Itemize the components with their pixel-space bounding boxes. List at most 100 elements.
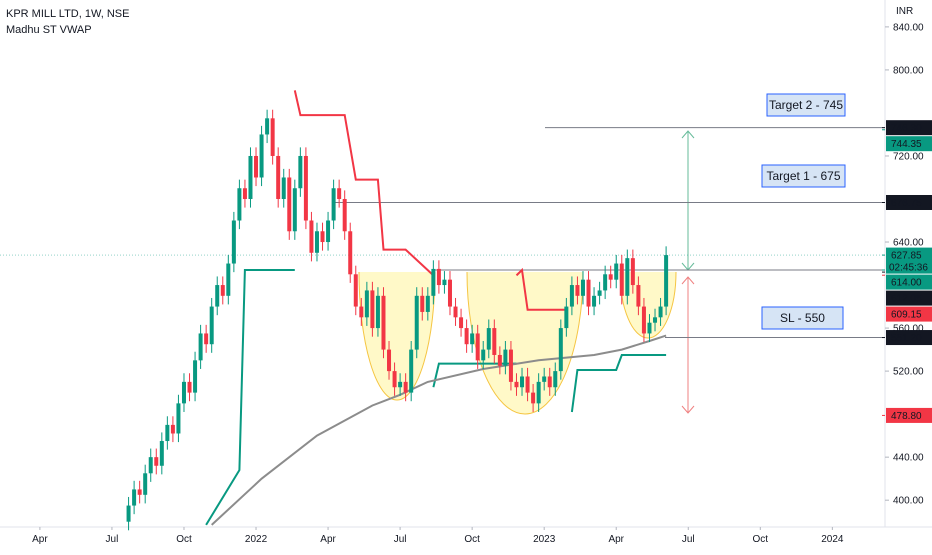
- candle-body: [542, 376, 547, 382]
- candle-body: [647, 322, 652, 334]
- candle-body: [608, 274, 613, 280]
- candle-body: [270, 118, 275, 156]
- candle-body: [248, 155, 253, 199]
- x-tick-label: Oct: [753, 534, 769, 545]
- annotation-box: [761, 306, 844, 330]
- candle-body: [348, 231, 353, 275]
- price-label: 551.20: [891, 333, 922, 344]
- price-label: 746.30: [891, 123, 922, 134]
- candle-body: [181, 381, 186, 404]
- annotation-text: Target 1 - 675: [766, 169, 840, 183]
- candle-body: [492, 328, 497, 355]
- candle-body: [447, 279, 452, 307]
- candle-body: [148, 457, 153, 474]
- candle-body: [353, 274, 358, 307]
- candle-body: [375, 295, 380, 329]
- candle-body: [508, 349, 513, 382]
- candle-body: [298, 155, 303, 189]
- candle-body: [326, 220, 331, 243]
- price-label-bg: [886, 306, 932, 322]
- price-label: 614.00: [891, 278, 922, 289]
- candle-body: [564, 306, 569, 329]
- candle-body: [636, 285, 641, 307]
- x-tick-label: 2022: [245, 534, 268, 545]
- candle-body: [154, 457, 159, 466]
- candle-body: [664, 255, 669, 307]
- currency: INR: [896, 6, 913, 17]
- x-tick-label: Jul: [394, 534, 407, 545]
- candle-body: [592, 295, 597, 307]
- candle-body: [265, 118, 270, 135]
- candle-body: [603, 274, 608, 291]
- price-label-bg: [886, 194, 932, 210]
- candle-body: [641, 306, 646, 334]
- candle-body: [531, 392, 536, 404]
- candle-body: [425, 295, 430, 312]
- target-arrow: [681, 130, 695, 271]
- price-label: 478.80: [891, 411, 922, 422]
- candle-body: [309, 220, 314, 253]
- price-label: 744.35: [891, 139, 922, 150]
- annotation-box: [766, 93, 846, 117]
- candle-body: [159, 441, 164, 466]
- candle-body: [459, 317, 464, 329]
- x-tick-label: 2023: [533, 534, 556, 545]
- x-tick-label: Jul: [682, 534, 695, 545]
- price-label-bg: [886, 290, 932, 306]
- candle-body: [237, 188, 242, 221]
- candle-body: [204, 333, 209, 345]
- candle-body: [364, 290, 369, 318]
- indicator-line: [211, 334, 667, 526]
- price-label: 609.15: [891, 310, 922, 321]
- candle-body: [547, 376, 552, 388]
- y-tick-label: 440.00: [893, 453, 924, 464]
- y-tick-label: 640.00: [893, 238, 924, 249]
- candle-body: [359, 306, 364, 318]
- cup-shape: [358, 272, 436, 401]
- y-tick-label: 800.00: [893, 65, 924, 76]
- indicator-name: Madhu ST VWAP: [6, 24, 92, 36]
- countdown: 02:45:36: [889, 263, 928, 274]
- candle-body: [231, 220, 236, 264]
- candle-body: [553, 371, 558, 388]
- candle-body: [198, 333, 203, 361]
- candle-body: [137, 489, 142, 495]
- x-tick-label: Oct: [464, 534, 480, 545]
- candle-body: [453, 306, 458, 318]
- candle-body: [619, 263, 624, 296]
- candle-body: [226, 263, 231, 296]
- candle-body: [420, 295, 425, 312]
- candle-body: [170, 424, 175, 434]
- price-label: 676.75: [891, 198, 922, 209]
- candle-body: [165, 424, 170, 442]
- annotation-text: Target 2 - 745: [769, 98, 843, 112]
- x-tick-label: Apr: [320, 534, 336, 545]
- candle-body: [653, 317, 658, 323]
- candle-body: [276, 155, 281, 199]
- candle-body: [254, 155, 259, 178]
- candle-body: [520, 376, 525, 388]
- candle-body: [387, 349, 392, 372]
- candle-body: [292, 188, 297, 232]
- arrow-head: [681, 276, 695, 285]
- candle-body: [281, 177, 286, 199]
- handle-shape: [619, 272, 677, 339]
- candle-body: [514, 381, 519, 388]
- candle-body: [242, 188, 247, 199]
- price-label-bg: [886, 407, 932, 423]
- candle-body: [126, 505, 131, 522]
- x-tick-label: Apr: [32, 534, 48, 545]
- symbol-title: KPR MILL LTD, 1W, NSE: [6, 8, 129, 20]
- candle-body: [586, 279, 591, 307]
- candle-body: [176, 403, 181, 434]
- candle-body: [658, 306, 663, 318]
- price-label-bg: [886, 136, 932, 152]
- candle-body: [597, 290, 602, 296]
- candle-body: [575, 285, 580, 296]
- candle-body: [209, 306, 214, 345]
- y-tick-label: 720.00: [893, 151, 924, 162]
- candle-body: [475, 333, 480, 361]
- candle-body: [337, 188, 342, 199]
